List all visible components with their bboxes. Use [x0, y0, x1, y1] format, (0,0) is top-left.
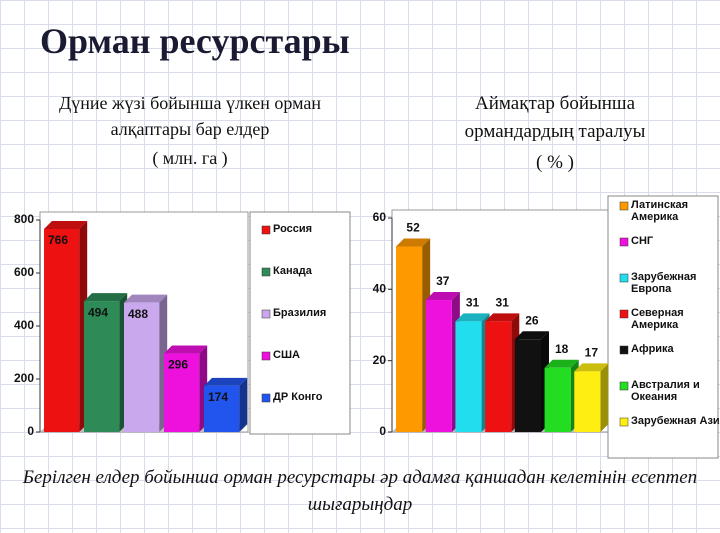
legend-label: ДР Конго [273, 391, 323, 403]
chart-title: Дүние жүзі бойынша үлкен орман алқаптары… [59, 93, 321, 139]
data-label: 37 [436, 274, 450, 288]
legend-swatch [619, 345, 629, 355]
legend-label: Канада [273, 265, 312, 277]
legend-item: Зарубежная Европа [631, 271, 697, 295]
legend-item: Зарубежная Азия [631, 415, 720, 427]
legend-item: США [273, 349, 300, 361]
bar [396, 246, 423, 432]
bar-top [455, 313, 490, 322]
chart-title: Аймақтар бойынша ормандардың таралуы [464, 93, 646, 142]
legend-swatch [619, 201, 629, 211]
bar [455, 321, 482, 432]
data-label: 52 [406, 221, 420, 235]
bar-top [544, 359, 579, 368]
slide-title: Орман ресурстары [40, 21, 350, 61]
legend-swatch [261, 351, 271, 361]
legend-item: ДР Конго [273, 391, 323, 403]
legend-item: Латинская Америка [631, 199, 689, 223]
data-label: 17 [585, 346, 599, 360]
bar [425, 300, 452, 432]
legend-label: Латинская Америка [631, 199, 689, 223]
legend-item: Канада [273, 265, 312, 277]
legend-item: Африка [631, 343, 674, 355]
data-label: 494 [88, 305, 108, 319]
bar [124, 302, 160, 432]
legend-item: Северная Америка [631, 307, 684, 331]
chart-subtitle: ( млн. га ) [152, 148, 228, 168]
bar [514, 339, 542, 432]
legend-label: СНГ [631, 235, 654, 247]
data-label: 296 [168, 358, 188, 372]
legend-item: Россия [273, 223, 313, 235]
y-tick-label: 800 [14, 212, 34, 226]
legend-label: Россия [273, 223, 313, 235]
legend-swatch [619, 381, 629, 391]
legend-label: Зарубежная Европа [631, 271, 697, 295]
bar [574, 371, 601, 432]
bar [485, 321, 512, 432]
y-tick-label: 20 [373, 353, 387, 367]
bar-top [124, 294, 168, 303]
bar-top [44, 221, 88, 230]
legend-label: Австралия и Океания [631, 379, 700, 403]
legend-label: Северная Америка [631, 307, 684, 331]
legend-swatch [261, 267, 271, 277]
bar-side [239, 377, 248, 432]
legend-swatch [261, 309, 271, 319]
bar-top [204, 377, 248, 386]
bar [84, 301, 120, 432]
bar-top [425, 292, 460, 301]
legend-item: Бразилия [273, 307, 327, 319]
legend-label: США [273, 349, 300, 361]
y-tick-label: 40 [373, 282, 387, 296]
legend-swatch [619, 417, 629, 427]
legend-item: СНГ [631, 235, 654, 247]
legend-label: Бразилия [273, 307, 327, 319]
legend-swatch [261, 393, 271, 403]
legend-label: Африка [631, 343, 674, 355]
data-label: 31 [496, 296, 510, 310]
y-tick-label: 600 [14, 265, 34, 279]
legend-item: Австралия и Океания [631, 379, 700, 403]
y-tick-label: 60 [373, 210, 387, 224]
bar [544, 367, 571, 432]
bar [164, 353, 200, 432]
data-label: 18 [555, 342, 569, 356]
data-label: 766 [48, 233, 68, 247]
bar [204, 385, 240, 432]
y-tick-label: 200 [14, 371, 34, 385]
data-label: 31 [466, 296, 480, 310]
legend-swatch [619, 273, 629, 283]
legend-swatch [619, 237, 629, 247]
bar-top [396, 238, 431, 247]
bar [44, 229, 80, 432]
y-tick-label: 0 [379, 424, 386, 438]
data-label: 174 [208, 390, 228, 404]
y-tick-label: 400 [14, 318, 34, 332]
y-tick-label: 0 [27, 424, 34, 438]
bar-side [600, 363, 609, 432]
bar-top [485, 313, 520, 322]
chart-subtitle: ( % ) [536, 152, 574, 173]
caption: Берілген елдер бойынша орман ресурстары … [22, 467, 698, 515]
bar-top [514, 331, 550, 340]
legend-swatch [261, 225, 271, 235]
legend-label: Зарубежная Азия [631, 415, 720, 427]
bar-top [84, 293, 128, 302]
data-label: 26 [525, 313, 539, 327]
bar-top [164, 345, 208, 354]
legend-swatch [619, 309, 629, 319]
bar-top [574, 363, 609, 372]
data-label: 488 [128, 307, 148, 321]
